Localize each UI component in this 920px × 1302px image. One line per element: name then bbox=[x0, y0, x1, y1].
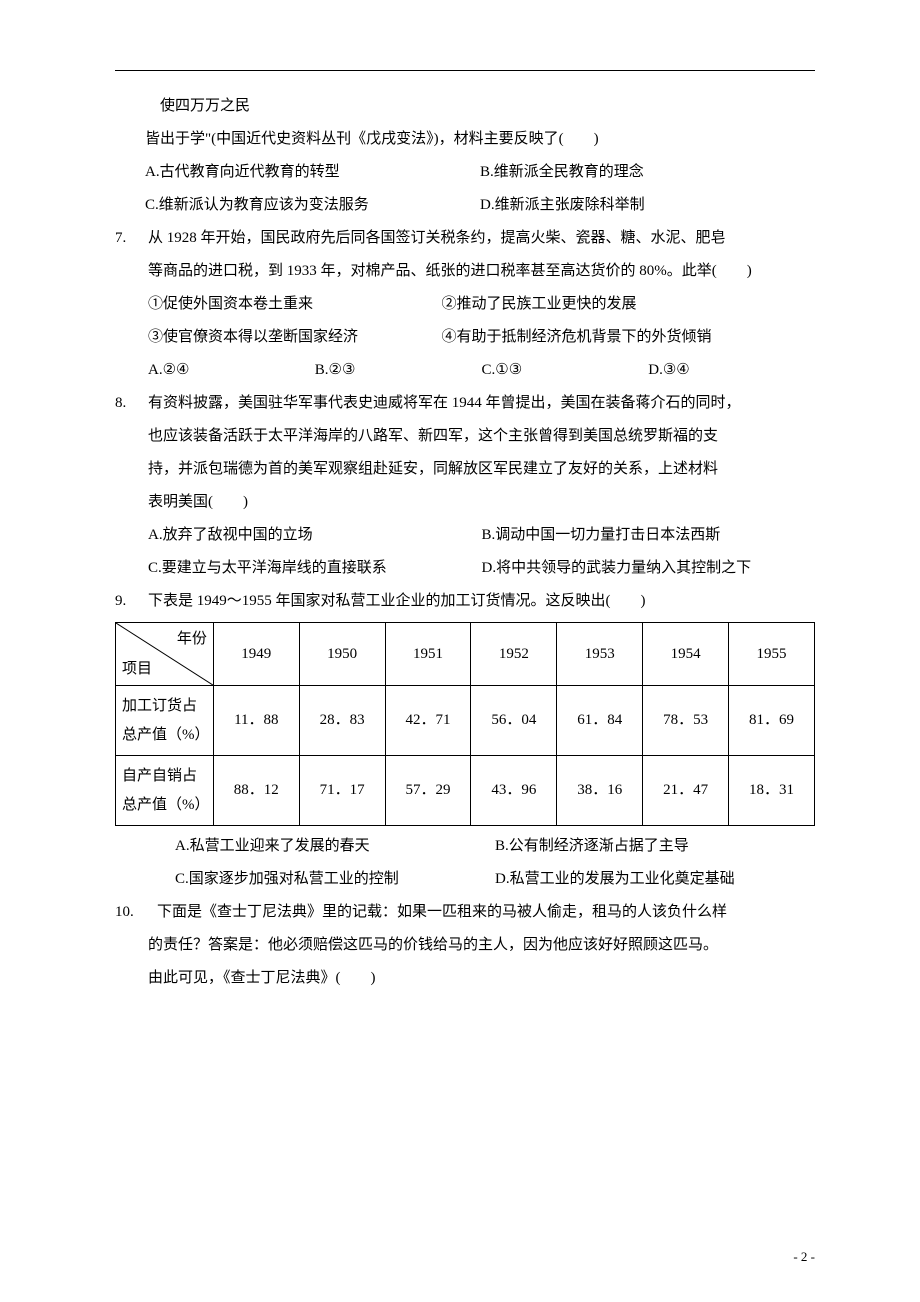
question-9: 9. 下表是 1949～1955 年国家对私营工业企业的加工订货情况。这反映出(… bbox=[115, 585, 815, 618]
q9-optD: D.私营工业的发展为工业化奠定基础 bbox=[495, 863, 815, 896]
q8-optA: A.放弃了敌视中国的立场 bbox=[148, 519, 482, 552]
year-1949: 1949 bbox=[213, 623, 299, 686]
page-number: - 2 - bbox=[793, 1243, 815, 1272]
top-rule bbox=[115, 70, 815, 71]
q7-c3: ③使官僚资本得以垄断国家经济 bbox=[148, 321, 441, 354]
q8-opts-row2: C.要建立与太平洋海岸线的直接联系 D.将中共领导的武装力量纳入其控制之下 bbox=[148, 552, 815, 585]
r1c5: 61．84 bbox=[557, 686, 643, 756]
q7-circled-row1: ①促使外国资本卷土重来 ②推动了民族工业更快的发展 bbox=[148, 288, 815, 321]
question-10: 10. 下面是《查士丁尼法典》里的记载：如果一匹租来的马被人偷走，租马的人该负什… bbox=[115, 896, 815, 929]
q8-optC: C.要建立与太平洋海岸线的直接联系 bbox=[148, 552, 482, 585]
pre-q-line2: 皆出于学"(中国近代史资料丛刊《戊戌变法》)，材料主要反映了( ) bbox=[115, 123, 815, 156]
table-diag-cell: 年份 项目 bbox=[116, 623, 214, 686]
q8-optB: B.调动中国一切力量打击日本法西斯 bbox=[482, 519, 816, 552]
q7-c4: ④有助于抵制经济危机背景下的外货倾销 bbox=[441, 321, 815, 354]
q8-line4: 表明美国( ) bbox=[148, 486, 815, 519]
q8-optD: D.将中共领导的武装力量纳入其控制之下 bbox=[482, 552, 816, 585]
q10-line2: 的责任？答案是：他必须赔偿这匹马的价钱给马的主人，因为他应该好好照顾这匹马。 bbox=[115, 929, 815, 962]
q9-num: 9. bbox=[115, 585, 148, 618]
q7-optB: B.②③ bbox=[315, 354, 482, 387]
q9-opts-row2: C.国家逐步加强对私营工业的控制 D.私营工业的发展为工业化奠定基础 bbox=[115, 863, 815, 896]
q7-line1: 从 1928 年开始，国民政府先后同各国签订关税条约，提高火柴、瓷器、糖、水泥、… bbox=[148, 222, 815, 255]
q8-line3: 持，并派包瑞德为首的美军观察组赴延安，同解放区军民建立了友好的关系，上述材料 bbox=[148, 453, 815, 486]
pre-q-optB: B.维新派全民教育的理念 bbox=[480, 156, 815, 189]
q8-line1: 有资料披露，美国驻华军事代表史迪威将军在 1944 年曾提出，美国在装备蒋介石的… bbox=[148, 387, 815, 420]
r1c2: 28．83 bbox=[299, 686, 385, 756]
pre-q-opts-row1: A.古代教育向近代教育的转型 B.维新派全民教育的理念 bbox=[115, 156, 815, 189]
pre-q-optA: A.古代教育向近代教育的转型 bbox=[145, 156, 480, 189]
q8-num: 8. bbox=[115, 387, 148, 585]
q7-optA: A.②④ bbox=[148, 354, 315, 387]
r1c6: 78．53 bbox=[643, 686, 729, 756]
diag-top-label: 年份 bbox=[177, 625, 207, 654]
q10-num: 10. bbox=[115, 896, 157, 929]
q8-opts-row1: A.放弃了敌视中国的立场 B.调动中国一切力量打击日本法西斯 bbox=[148, 519, 815, 552]
q7-c2: ②推动了民族工业更快的发展 bbox=[441, 288, 815, 321]
q7-options: A.②④ B.②③ C.①③ D.③④ bbox=[148, 354, 815, 387]
q9-optC: C.国家逐步加强对私营工业的控制 bbox=[175, 863, 495, 896]
pre-q-optD: D.维新派主张废除科举制 bbox=[480, 189, 815, 222]
r2c1: 88．12 bbox=[213, 756, 299, 826]
q7-circled-row2: ③使官僚资本得以垄断国家经济 ④有助于抵制经济危机背景下的外货倾销 bbox=[148, 321, 815, 354]
r1c1: 11．88 bbox=[213, 686, 299, 756]
r1c7: 81．69 bbox=[729, 686, 815, 756]
year-1954: 1954 bbox=[643, 623, 729, 686]
q9-optA: A.私营工业迎来了发展的春天 bbox=[175, 830, 495, 863]
q7-optD: D.③④ bbox=[648, 354, 815, 387]
page: 使四万万之民 皆出于学"(中国近代史资料丛刊《戊戌变法》)，材料主要反映了( )… bbox=[0, 0, 920, 1302]
pre-q-optC: C.维新派认为教育应该为变法服务 bbox=[145, 189, 480, 222]
r2c3: 57．29 bbox=[385, 756, 471, 826]
q9-line1: 下表是 1949～1955 年国家对私营工业企业的加工订货情况。这反映出( ) bbox=[148, 585, 815, 618]
q7-line2: 等商品的进口税，到 1933 年，对棉产品、纸张的进口税率甚至高达货价的 80%… bbox=[148, 255, 815, 288]
table-header-row: 年份 项目 1949 1950 1951 1952 1953 1954 1955 bbox=[116, 623, 815, 686]
pre-q-line1: 使四万万之民 bbox=[115, 90, 815, 123]
q9-optB: B.公有制经济逐渐占据了主导 bbox=[495, 830, 815, 863]
r1c4: 56．04 bbox=[471, 686, 557, 756]
table-row-2: 自产自销占总产值（%） 88．12 71．17 57．29 43．96 38．1… bbox=[116, 756, 815, 826]
r2c7: 18．31 bbox=[729, 756, 815, 826]
r2c6: 21．47 bbox=[643, 756, 729, 826]
q8-line2: 也应该装备活跃于太平洋海岸的八路军、新四军，这个主张曾得到美国总统罗斯福的支 bbox=[148, 420, 815, 453]
q7-num: 7. bbox=[115, 222, 148, 387]
year-1951: 1951 bbox=[385, 623, 471, 686]
q10-line3: 由此可见，《查士丁尼法典》( ) bbox=[115, 962, 815, 995]
r2c5: 38．16 bbox=[557, 756, 643, 826]
year-1953: 1953 bbox=[557, 623, 643, 686]
q10-line1: 下面是《查士丁尼法典》里的记载：如果一匹租来的马被人偷走，租马的人该负什么样 bbox=[157, 896, 815, 929]
r1c3: 42．71 bbox=[385, 686, 471, 756]
q7-c1: ①促使外国资本卷土重来 bbox=[148, 288, 441, 321]
table-row-1: 加工订货占总产值（%） 11．88 28．83 42．71 56．04 61．8… bbox=[116, 686, 815, 756]
r2c2: 71．17 bbox=[299, 756, 385, 826]
question-8: 8. 有资料披露，美国驻华军事代表史迪威将军在 1944 年曾提出，美国在装备蒋… bbox=[115, 387, 815, 585]
r2c4: 43．96 bbox=[471, 756, 557, 826]
q7-optC: C.①③ bbox=[482, 354, 649, 387]
q9-opts-row1: A.私营工业迎来了发展的春天 B.公有制经济逐渐占据了主导 bbox=[115, 830, 815, 863]
question-7: 7. 从 1928 年开始，国民政府先后同各国签订关税条约，提高火柴、瓷器、糖、… bbox=[115, 222, 815, 387]
row2-label: 自产自销占总产值（%） bbox=[116, 756, 214, 826]
year-1955: 1955 bbox=[729, 623, 815, 686]
q9-table: 年份 项目 1949 1950 1951 1952 1953 1954 1955… bbox=[115, 622, 815, 826]
year-1952: 1952 bbox=[471, 623, 557, 686]
diag-bottom-label: 项目 bbox=[122, 655, 152, 684]
pre-q-opts-row2: C.维新派认为教育应该为变法服务 D.维新派主张废除科举制 bbox=[115, 189, 815, 222]
year-1950: 1950 bbox=[299, 623, 385, 686]
row1-label: 加工订货占总产值（%） bbox=[116, 686, 214, 756]
